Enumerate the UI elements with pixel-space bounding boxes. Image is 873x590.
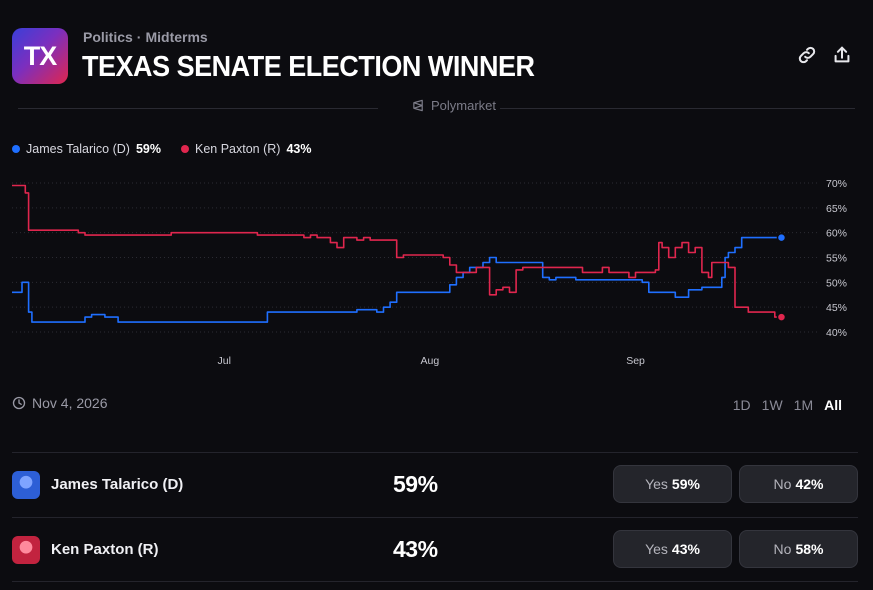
- range-selector: 1D 1W 1M All: [733, 397, 842, 413]
- y-tick-label: 45%: [826, 302, 847, 314]
- link-icon[interactable]: [796, 44, 818, 66]
- chart-legend: James Talarico (D) 59% Ken Paxton (R) 43…: [12, 142, 312, 156]
- range-1w[interactable]: 1W: [761, 397, 783, 413]
- range-all[interactable]: All: [824, 397, 842, 413]
- breadcrumb-separator: ·: [136, 29, 142, 45]
- breadcrumb-category[interactable]: Politics: [83, 29, 133, 45]
- source-name: Polymarket: [431, 98, 497, 113]
- no-button[interactable]: No 42%: [739, 465, 858, 503]
- outcome-row-paxton[interactable]: Ken Paxton (R) 43% Yes 43% No 58%: [12, 517, 858, 582]
- legend-item-paxton: Ken Paxton (R) 43%: [181, 142, 312, 156]
- avatar: [12, 536, 40, 564]
- series-line-talarico: [12, 236, 782, 323]
- breadcrumb-subcategory[interactable]: Midterms: [145, 29, 208, 45]
- share-icon[interactable]: [831, 44, 853, 66]
- x-tick-label: Jul: [218, 355, 231, 367]
- yes-value: 59%: [671, 476, 700, 492]
- no-label: No: [773, 476, 792, 492]
- no-button[interactable]: No 58%: [739, 530, 858, 568]
- no-label: No: [773, 541, 792, 557]
- yes-label: Yes: [645, 541, 668, 557]
- series-endpoint-paxton: [776, 312, 787, 322]
- legend-name: Ken Paxton (R): [195, 142, 281, 156]
- y-tick-label: 60%: [826, 228, 847, 240]
- series-endpoint-talarico: [776, 232, 787, 243]
- yes-button[interactable]: Yes 59%: [613, 465, 732, 503]
- price-chart[interactable]: 70% 65% 60% 55% 50% 45% 40% Jul Aug Sep: [0, 170, 873, 375]
- outcome-percent: 43%: [393, 536, 438, 562]
- clock-icon: [12, 396, 26, 410]
- yes-label: Yes: [645, 476, 668, 492]
- range-1m[interactable]: 1M: [793, 397, 814, 413]
- logo-text: TX: [23, 40, 58, 71]
- range-1d[interactable]: 1D: [732, 397, 751, 413]
- y-tick-label: 70%: [826, 178, 847, 190]
- avatar: [12, 471, 40, 499]
- legend-name: James Talarico (D): [26, 142, 130, 156]
- outcome-name: Ken Paxton (R): [51, 541, 159, 558]
- no-value: 42%: [795, 476, 824, 492]
- legend-dot-dem: [12, 145, 20, 153]
- breadcrumb: Politics · Midterms: [83, 29, 208, 45]
- legend-item-talarico: James Talarico (D) 59%: [12, 142, 161, 156]
- x-tick-label: Aug: [421, 355, 440, 367]
- source-divider: Polymarket: [18, 98, 855, 118]
- no-value: 58%: [795, 541, 824, 557]
- list-bottom-divider: [12, 581, 858, 582]
- resolution-date: Nov 4, 2026: [12, 395, 108, 411]
- y-tick-label: 65%: [826, 203, 847, 215]
- page-title: TEXAS SENATE ELECTION WINNER: [82, 51, 535, 83]
- series-line-paxton: [12, 184, 782, 318]
- yes-value: 43%: [671, 541, 700, 557]
- y-tick-label: 50%: [826, 277, 847, 289]
- divider-right: [498, 108, 855, 109]
- date-text: Nov 4, 2026: [32, 395, 108, 411]
- outcome-name: James Talarico (D): [51, 476, 184, 493]
- polymarket-icon: [413, 99, 423, 112]
- legend-dot-rep: [181, 145, 189, 153]
- divider-left: [18, 108, 378, 109]
- legend-value: 43%: [286, 142, 312, 156]
- source-label: Polymarket: [408, 98, 501, 113]
- outcome-percent: 59%: [393, 471, 438, 497]
- market-logo: TX: [12, 28, 68, 84]
- legend-value: 59%: [135, 142, 161, 156]
- y-tick-label: 55%: [826, 253, 847, 265]
- y-tick-label: 40%: [826, 327, 847, 339]
- x-tick-label: Sep: [626, 355, 645, 367]
- outcome-row-talarico[interactable]: James Talarico (D) 59% Yes 59% No 42%: [12, 452, 858, 517]
- yes-button[interactable]: Yes 43%: [613, 530, 732, 568]
